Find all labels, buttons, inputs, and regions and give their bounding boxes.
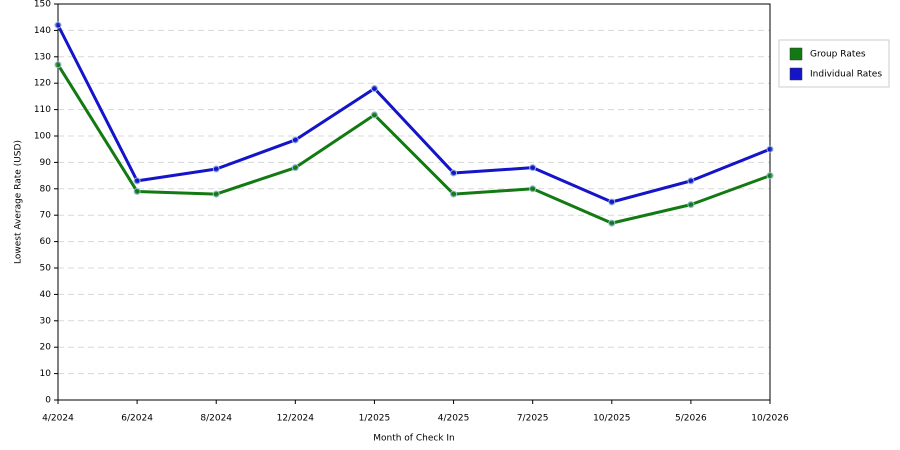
x-tick-label: 1/2025 xyxy=(359,414,391,424)
data-point xyxy=(766,145,774,153)
legend-swatch xyxy=(789,67,803,81)
data-point xyxy=(529,164,537,172)
y-tick-label: 10 xyxy=(40,369,52,379)
y-tick-label: 20 xyxy=(40,343,52,353)
x-tick-label: 6/2024 xyxy=(121,414,153,424)
y-tick-label: 0 xyxy=(45,396,51,406)
legend-label: Group Rates xyxy=(810,50,866,60)
data-point xyxy=(54,21,62,29)
y-axis-label: Lowest Average Rate (USD) xyxy=(14,140,24,264)
x-tick-label: 4/2024 xyxy=(42,414,74,424)
x-tick-label: 10/2026 xyxy=(751,414,789,424)
data-point xyxy=(450,190,458,198)
data-point xyxy=(212,190,220,198)
data-point xyxy=(133,177,141,185)
data-point xyxy=(133,187,141,195)
data-point xyxy=(291,136,299,144)
data-point xyxy=(766,172,774,180)
x-tick-label: 4/2025 xyxy=(438,414,470,424)
y-tick-label: 80 xyxy=(40,184,52,194)
y-tick-label: 100 xyxy=(34,132,51,142)
data-point xyxy=(529,185,537,193)
y-tick-label: 150 xyxy=(34,0,51,10)
y-tick-label: 90 xyxy=(40,158,52,168)
data-point xyxy=(608,219,616,227)
data-point xyxy=(687,201,695,209)
data-point xyxy=(687,177,695,185)
series-line xyxy=(56,24,771,204)
plot-frame xyxy=(57,3,771,401)
legend-label: Individual Rates xyxy=(810,70,882,80)
data-point xyxy=(370,84,378,92)
legend-swatch xyxy=(789,47,803,61)
x-tick-label: 12/2024 xyxy=(277,414,315,424)
data-point xyxy=(450,169,458,177)
data-point xyxy=(212,165,220,173)
x-tick-label: 7/2025 xyxy=(517,414,549,424)
y-tick-label: 50 xyxy=(40,264,52,274)
data-point xyxy=(608,198,616,206)
data-point xyxy=(54,61,62,69)
y-tick-label: 60 xyxy=(40,237,52,247)
x-tick-label: 8/2024 xyxy=(200,414,232,424)
x-tick-label: 10/2025 xyxy=(593,414,630,424)
x-tick-label: 5/2026 xyxy=(675,414,707,424)
y-tick-label: 130 xyxy=(34,52,51,62)
series-line xyxy=(56,63,771,225)
data-point xyxy=(370,111,378,119)
data-point xyxy=(291,164,299,172)
x-axis-label: Month of Check In xyxy=(373,434,455,444)
y-tick-label: 30 xyxy=(40,316,52,326)
y-tick-label: 120 xyxy=(34,79,51,89)
y-tick-label: 70 xyxy=(40,211,52,221)
y-tick-label: 40 xyxy=(40,290,52,300)
y-tick-label: 110 xyxy=(34,105,51,115)
y-tick-label: 140 xyxy=(34,26,51,36)
